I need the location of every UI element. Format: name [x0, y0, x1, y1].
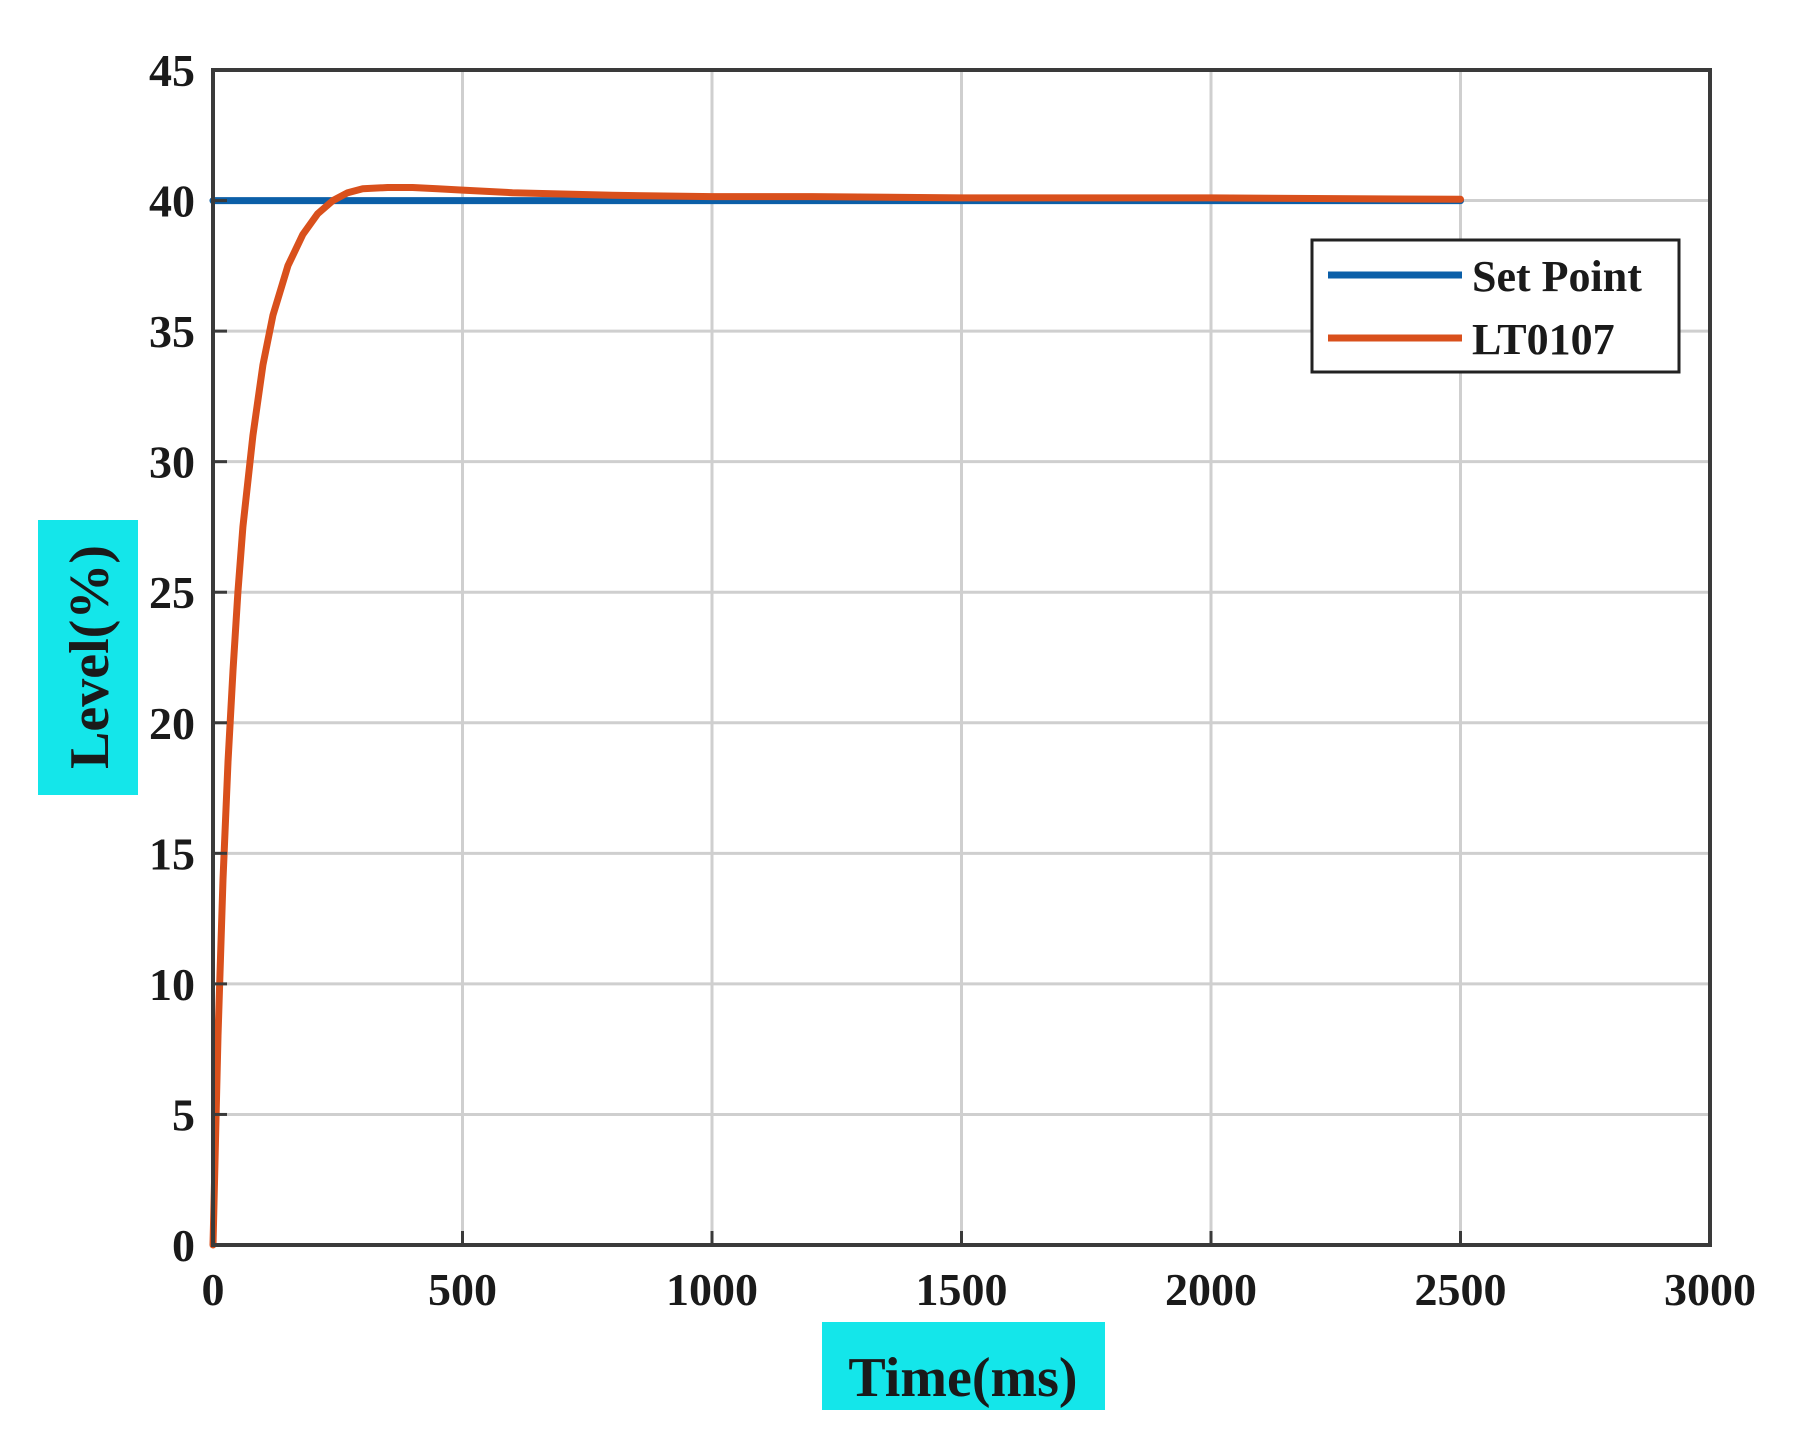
x-axis-ticks: 0 500 1000 1500 2000 2500 3000 [202, 1231, 1756, 1315]
y-tick-label: 10 [149, 959, 195, 1010]
x-tick-label: 3000 [1664, 1264, 1756, 1315]
y-tick-label: 45 [149, 45, 195, 96]
x-tick-label: 1500 [916, 1264, 1008, 1315]
series-line-lt0107 [209, 184, 1464, 1249]
legend-label-set-point: Set Point [1472, 252, 1642, 301]
y-axis-ticks: 0 5 10 15 20 25 30 35 40 45 [149, 45, 227, 1271]
legend-label-lt0107: LT0107 [1472, 315, 1615, 364]
y-tick-label: 40 [149, 176, 195, 227]
legend: Set Point LT0107 [1310, 238, 1681, 374]
x-tick-label: 2500 [1415, 1264, 1507, 1315]
grid-lines [213, 70, 1710, 1245]
y-tick-label: 25 [149, 567, 195, 618]
x-tick-label: 2000 [1165, 1264, 1257, 1315]
x-tick-label: 500 [428, 1264, 497, 1315]
y-axis-label-highlight [38, 520, 138, 795]
x-axis-label: Time(ms) [848, 1347, 1077, 1409]
y-tick-label: 15 [149, 828, 195, 879]
y-tick-label: 20 [149, 698, 195, 749]
legend-box [1310, 238, 1681, 374]
y-axis-label: Level(%) [59, 545, 121, 769]
x-tick-label: 1000 [666, 1264, 758, 1315]
y-tick-label: 0 [172, 1220, 195, 1271]
x-tick-label: 0 [202, 1264, 225, 1315]
x-axis-label-highlight [822, 1322, 1105, 1410]
y-tick-label: 35 [149, 306, 195, 357]
y-tick-label: 5 [172, 1089, 195, 1140]
series-lines [209, 184, 1464, 1249]
y-tick-label: 30 [149, 437, 195, 488]
